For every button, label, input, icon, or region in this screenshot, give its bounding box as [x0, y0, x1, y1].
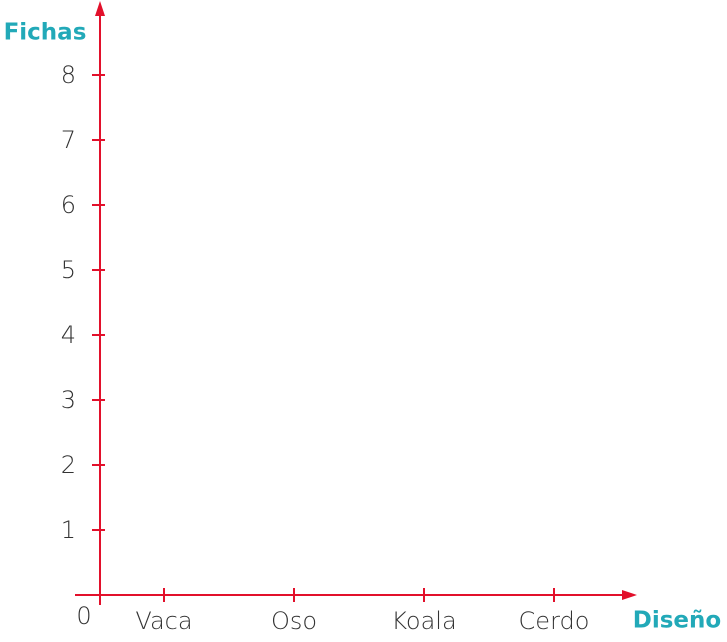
y-tick-label: 5	[61, 256, 76, 284]
y-tick-label: 0	[76, 602, 91, 630]
x-tick-label: Oso	[271, 607, 317, 635]
y-tick-label: 8	[61, 61, 76, 89]
y-tick-label: 1	[61, 516, 76, 544]
y-axis-title: Fichas	[4, 20, 87, 46]
x-tick-label: Koala	[391, 607, 456, 635]
y-tick-label: 7	[61, 126, 76, 154]
y-tick-label: 4	[61, 321, 76, 349]
y-axis-arrow	[95, 1, 105, 16]
y-tick-label: 6	[61, 191, 76, 219]
x-axis-title: Diseño	[633, 608, 721, 634]
y-tick-label: 2	[61, 451, 76, 479]
x-tick-label: Vaca	[135, 607, 192, 635]
x-tick-label: Cerdo	[519, 607, 590, 635]
x-axis-arrow	[622, 590, 637, 600]
y-tick-label: 3	[61, 386, 76, 414]
